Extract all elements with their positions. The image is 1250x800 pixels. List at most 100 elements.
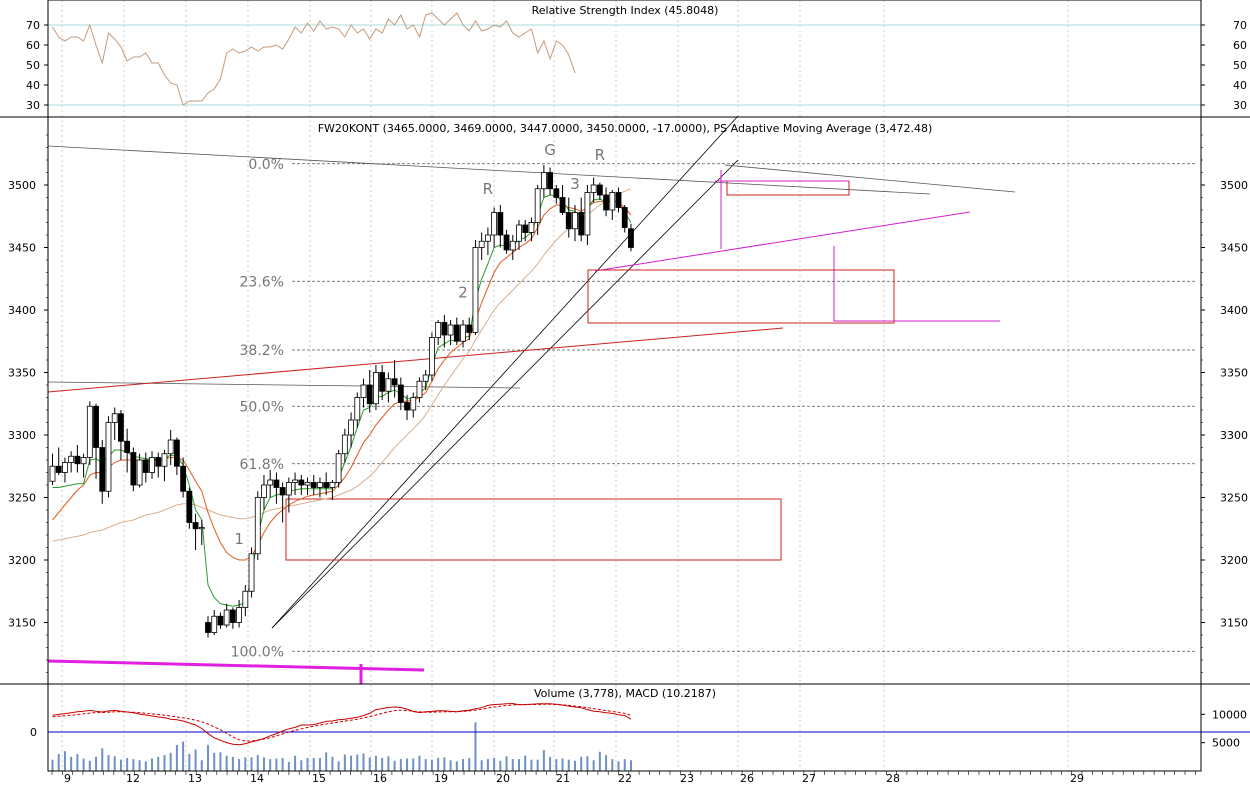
candle — [416, 377, 423, 403]
candle — [435, 320, 442, 345]
x-tick-label: 28 — [886, 772, 900, 785]
candle — [621, 205, 628, 233]
x-tick-label: 29 — [1070, 772, 1084, 785]
x-tick-label: 20 — [496, 772, 510, 785]
candle-body — [80, 457, 87, 465]
rsi-tick-left: 40 — [26, 79, 40, 92]
rsi-panel: Relative Strength Index (45.8048) 70 70 60… — [26, 4, 1247, 112]
candle — [317, 477, 323, 498]
volume-axis-ticks: 10000 5000 0 — [30, 708, 1247, 749]
channel-lower-line — [271, 159, 739, 629]
candle-body — [534, 188, 541, 223]
pattern-label: 1 — [234, 530, 244, 548]
candle — [229, 607, 236, 629]
candle-body — [261, 484, 267, 498]
candle-body — [572, 212, 578, 230]
candle-body — [422, 374, 429, 382]
candle — [360, 378, 367, 408]
candle — [62, 457, 68, 483]
candle-body — [540, 172, 547, 190]
x-tick-label: 14 — [250, 772, 264, 785]
candle-body — [105, 422, 112, 492]
price-tick-right: 3400 — [1220, 304, 1248, 317]
candle-body — [516, 224, 522, 242]
candle-body — [236, 607, 243, 623]
candle — [373, 365, 379, 410]
price-tick-right: 3200 — [1220, 554, 1248, 567]
candle — [49, 453, 56, 485]
candle — [609, 190, 616, 220]
candle — [80, 453, 87, 478]
candle — [323, 472, 330, 495]
rsi-reference-lines — [48, 24, 1201, 106]
candle — [279, 482, 286, 523]
resistance-line-short — [724, 164, 1016, 193]
rsi-title: Relative Strength Index (45.8048) — [532, 4, 719, 17]
rsi-line — [52, 12, 576, 106]
candle-body — [559, 197, 566, 213]
candle — [341, 428, 348, 463]
support-line-horizontal — [47, 381, 521, 389]
price-tick-right: 3250 — [1220, 492, 1248, 505]
x-tick-label: 26 — [740, 772, 754, 785]
candle-body — [379, 372, 386, 392]
macd-tick-left: 0 — [30, 726, 37, 739]
candle — [578, 197, 585, 242]
x-tick-label: 27 — [802, 772, 816, 785]
candle-body — [472, 247, 479, 333]
channel-upper-line — [271, 115, 739, 629]
rsi-tick-right: 40 — [1233, 79, 1247, 92]
candle — [572, 205, 578, 242]
candle-body — [441, 322, 448, 336]
pattern-label: R — [595, 146, 605, 164]
candle — [142, 452, 149, 483]
candle — [335, 450, 342, 488]
candle-body — [335, 453, 342, 483]
candle-body — [304, 482, 311, 486]
drawing-tools — [47, 115, 1016, 684]
candle — [261, 475, 267, 510]
candle — [348, 412, 354, 448]
candle — [534, 185, 541, 235]
candle — [298, 475, 305, 495]
candle-body — [578, 212, 585, 236]
candle-body — [62, 462, 68, 473]
candle-body — [186, 490, 193, 523]
candle — [161, 450, 168, 482]
candle — [198, 520, 205, 545]
candle-body — [528, 222, 535, 233]
candle — [292, 472, 298, 495]
candle-body — [211, 615, 218, 633]
candle — [516, 220, 522, 250]
rsi-tick-left: 50 — [26, 59, 40, 72]
candle-body — [584, 192, 591, 236]
candle-body — [547, 172, 553, 190]
candle-body — [279, 487, 286, 496]
candle — [559, 185, 566, 215]
candle — [68, 451, 75, 473]
candle-body — [173, 439, 180, 467]
candle-body — [217, 615, 224, 626]
candle — [509, 235, 516, 260]
rsi-tick-right: 60 — [1233, 39, 1247, 52]
fib-level-label: 38.2% — [240, 343, 284, 359]
candle — [217, 612, 224, 629]
candle-body — [149, 457, 155, 473]
candle — [422, 370, 429, 390]
candle-body — [484, 234, 491, 242]
candle-body — [229, 609, 236, 623]
candle-body — [466, 324, 473, 333]
pattern-label: 2 — [458, 284, 468, 302]
candle — [447, 320, 454, 345]
candle-body — [55, 465, 62, 473]
candle — [522, 220, 529, 242]
candle-body — [553, 188, 560, 198]
volume-tick-right: 10000 — [1212, 708, 1247, 721]
candle — [105, 416, 112, 498]
fib-level-label: 0.0% — [248, 157, 284, 173]
trendline-magenta — [594, 211, 971, 272]
price-tick-left: 3450 — [8, 242, 36, 255]
candle-body — [435, 322, 442, 338]
target-box-lower — [285, 498, 782, 561]
